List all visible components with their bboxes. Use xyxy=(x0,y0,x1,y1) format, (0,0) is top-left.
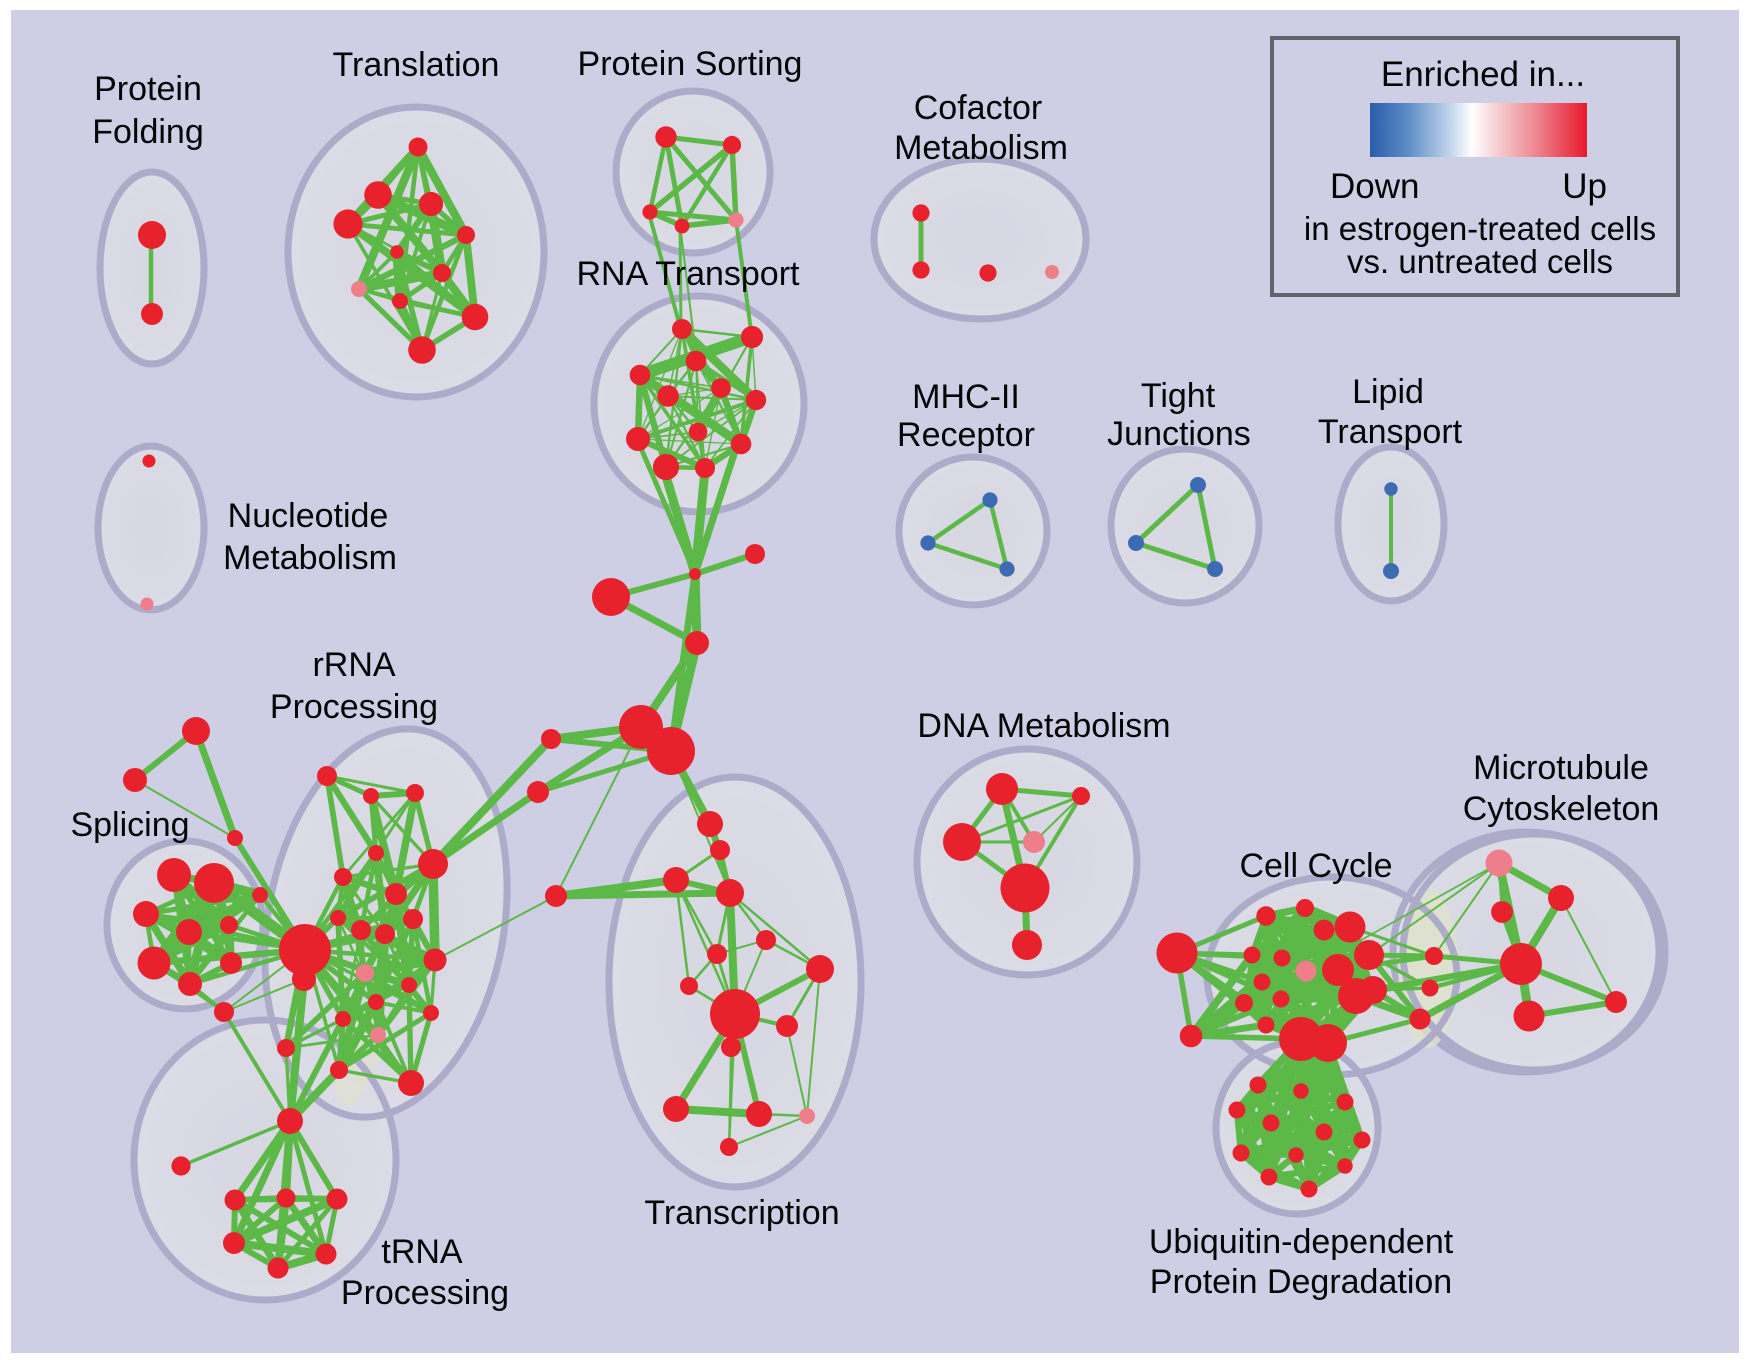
svg-text:Transcription: Transcription xyxy=(644,1194,839,1232)
svg-text:Cell Cycle: Cell Cycle xyxy=(1239,847,1392,885)
svg-text:in estrogen-treated cells: in estrogen-treated cells xyxy=(1304,210,1656,247)
svg-text:Protein: Protein xyxy=(94,70,202,108)
svg-text:Transport: Transport xyxy=(1318,413,1463,451)
svg-text:tRNA: tRNA xyxy=(381,1233,463,1271)
svg-text:DNA Metabolism: DNA Metabolism xyxy=(917,707,1170,745)
svg-text:Protein Degradation: Protein Degradation xyxy=(1150,1263,1452,1301)
svg-text:Processing: Processing xyxy=(341,1274,509,1312)
svg-text:vs. untreated cells: vs. untreated cells xyxy=(1347,243,1613,280)
svg-text:Metabolism: Metabolism xyxy=(223,539,397,577)
svg-text:Enriched in...: Enriched in... xyxy=(1381,55,1585,94)
svg-text:Tight: Tight xyxy=(1141,377,1216,415)
svg-text:Protein Sorting: Protein Sorting xyxy=(578,45,803,83)
svg-text:Cofactor: Cofactor xyxy=(914,89,1043,127)
svg-text:rRNA: rRNA xyxy=(312,646,395,684)
svg-text:Nucleotide: Nucleotide xyxy=(228,497,389,535)
svg-text:Translation: Translation xyxy=(333,46,500,84)
svg-text:Processing: Processing xyxy=(270,688,438,726)
svg-text:Cytoskeleton: Cytoskeleton xyxy=(1463,790,1660,828)
svg-text:Splicing: Splicing xyxy=(70,806,189,844)
svg-text:Up: Up xyxy=(1562,167,1607,206)
svg-text:Metabolism: Metabolism xyxy=(894,129,1068,167)
svg-text:Microtubule: Microtubule xyxy=(1473,749,1649,787)
svg-text:RNA Transport: RNA Transport xyxy=(577,255,801,293)
svg-text:Down: Down xyxy=(1330,167,1419,206)
svg-text:Folding: Folding xyxy=(92,113,204,151)
svg-text:Junctions: Junctions xyxy=(1107,415,1251,453)
svg-text:MHC-II: MHC-II xyxy=(912,378,1020,416)
svg-text:Receptor: Receptor xyxy=(897,416,1035,454)
svg-text:Lipid: Lipid xyxy=(1352,373,1424,411)
svg-text:Ubiquitin-dependent: Ubiquitin-dependent xyxy=(1149,1223,1454,1261)
